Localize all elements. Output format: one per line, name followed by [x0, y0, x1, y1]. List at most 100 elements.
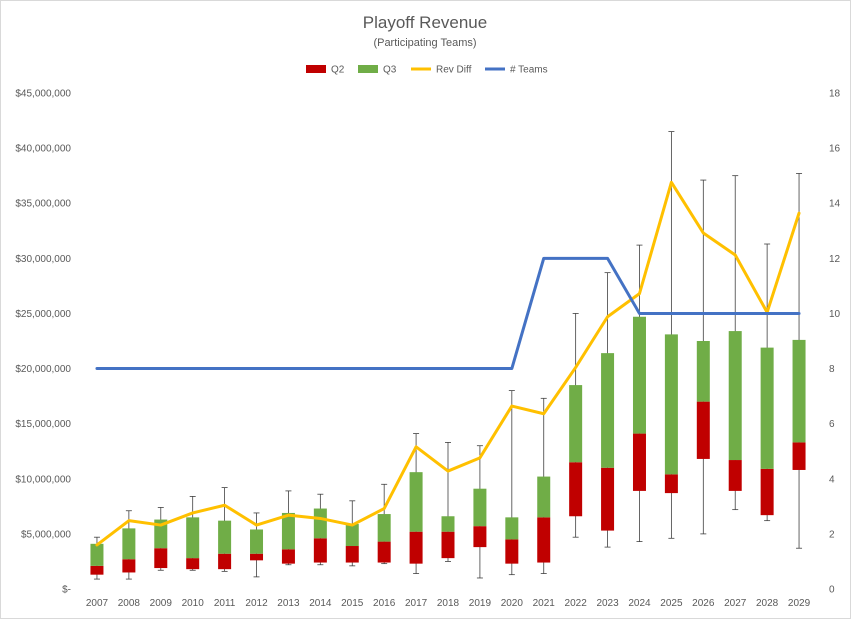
left-tick-label: $25,000,000 — [15, 309, 71, 320]
q3-bar-2013 — [281, 512, 295, 550]
q3-bar-2025 — [664, 334, 678, 475]
q3-bar-2017 — [409, 472, 423, 532]
right-tick-label: 12 — [829, 254, 841, 265]
q2-bar-2021 — [537, 517, 551, 563]
x-tick-label: 2025 — [660, 598, 683, 609]
legend-label: Rev Diff — [436, 65, 472, 76]
x-tick-label: 2016 — [373, 598, 396, 609]
q2-bar-2014 — [313, 538, 327, 563]
left-tick-label: $40,000,000 — [15, 144, 71, 155]
q3-bar-2028 — [760, 347, 774, 469]
box-2010 — [186, 496, 200, 571]
box-2016 — [377, 483, 391, 565]
x-tick-label: 2007 — [86, 598, 109, 609]
x-tick-label: 2019 — [469, 598, 492, 609]
left-tick-label: $- — [62, 585, 71, 596]
box-2017 — [409, 433, 423, 574]
right-tick-label: 8 — [829, 364, 835, 375]
box-2028 — [760, 243, 774, 522]
q3-bar-2023 — [601, 353, 615, 468]
legend-swatch-q3 — [358, 65, 378, 73]
q3-bar-2020 — [505, 517, 519, 540]
box-2023 — [601, 272, 615, 548]
box-2025 — [664, 131, 678, 539]
x-axis: 2007 2008 2009 2010 2011 2012 2013 2014 2015 2016… — [86, 598, 811, 609]
x-tick-label: 2027 — [724, 598, 747, 609]
x-tick-label: 2012 — [245, 598, 268, 609]
q2-bar-2028 — [760, 468, 774, 516]
box-plot-series — [90, 131, 806, 580]
left-tick-label: $5,000,000 — [21, 529, 71, 540]
q3-bar-2024 — [632, 316, 646, 434]
x-tick-label: 2013 — [277, 598, 300, 609]
q3-bar-2026 — [696, 341, 710, 402]
q3-bar-2029 — [792, 339, 806, 443]
x-tick-label: 2029 — [788, 598, 811, 609]
x-tick-label: 2008 — [118, 598, 141, 609]
box-2029 — [792, 173, 806, 549]
x-tick-label: 2020 — [501, 598, 524, 609]
x-tick-label: 2017 — [405, 598, 428, 609]
q3-bar-2019 — [473, 488, 487, 527]
q2-bar-2015 — [345, 546, 359, 563]
q2-bar-2020 — [505, 539, 519, 564]
right-tick-label: 4 — [829, 474, 835, 485]
q3-bar-2022 — [569, 385, 583, 463]
x-tick-label: 2011 — [214, 598, 236, 609]
x-tick-label: 2010 — [182, 598, 205, 609]
right-tick-label: 10 — [829, 309, 841, 320]
right-tick-label: 6 — [829, 419, 835, 430]
box-2022 — [569, 313, 583, 538]
left-axis: $- $5,000,000 $10,000,000 $15,000,000 $20,00… — [15, 89, 71, 596]
box-2019 — [473, 445, 487, 579]
right-tick-label: 18 — [829, 89, 841, 100]
box-2009 — [154, 507, 168, 571]
q3-bar-2014 — [313, 508, 327, 539]
x-tick-label: 2028 — [756, 598, 779, 609]
teams-line — [95, 256, 801, 371]
line-series — [95, 180, 801, 547]
q2-bar-2017 — [409, 531, 423, 564]
right-tick-label: 2 — [829, 529, 835, 540]
q2-bar-2022 — [569, 462, 583, 517]
legend-label: # Teams — [510, 65, 548, 76]
left-tick-label: $45,000,000 — [15, 89, 71, 100]
q3-bar-2009 — [154, 519, 168, 549]
right-tick-label: 14 — [829, 199, 841, 210]
right-axis: 0 2 4 6 8 10 12 14 16 18 — [829, 89, 841, 596]
q2-bar-2013 — [281, 549, 295, 564]
box-2008 — [122, 510, 136, 580]
legend-swatch-q2 — [306, 65, 326, 73]
x-tick-label: 2024 — [628, 598, 651, 609]
q3-bar-2011 — [218, 520, 232, 554]
right-tick-label: 16 — [829, 144, 841, 155]
q2-bar-2023 — [601, 467, 615, 531]
rev-diff-line — [95, 180, 801, 547]
x-tick-label: 2021 — [533, 598, 556, 609]
left-tick-label: $20,000,000 — [15, 364, 71, 375]
q3-bar-2007 — [90, 543, 104, 566]
chart-title: Playoff Revenue — [363, 13, 487, 32]
q2-bar-2010 — [186, 558, 200, 570]
q3-bar-2015 — [345, 523, 359, 547]
box-2021 — [537, 397, 551, 574]
chart-subtitle: (Participating Teams) — [373, 37, 476, 49]
q3-bar-2010 — [186, 517, 200, 559]
q3-bar-2016 — [377, 514, 391, 542]
q3-bar-2008 — [122, 528, 136, 560]
q2-bar-2009 — [154, 548, 168, 569]
q2-bar-2018 — [441, 531, 455, 559]
q2-bar-2008 — [122, 559, 136, 573]
box-2024 — [632, 244, 646, 543]
box-2011 — [218, 487, 232, 572]
q3-bar-2018 — [441, 516, 455, 532]
x-tick-label: 2015 — [341, 598, 364, 609]
legend: Q2 Q3 Rev Diff # Teams — [306, 65, 548, 76]
q2-bar-2024 — [632, 433, 646, 491]
q2-bar-2029 — [792, 442, 806, 470]
legend-label: Q2 — [331, 65, 345, 76]
x-tick-label: 2023 — [596, 598, 619, 609]
q2-bar-2025 — [664, 474, 678, 494]
